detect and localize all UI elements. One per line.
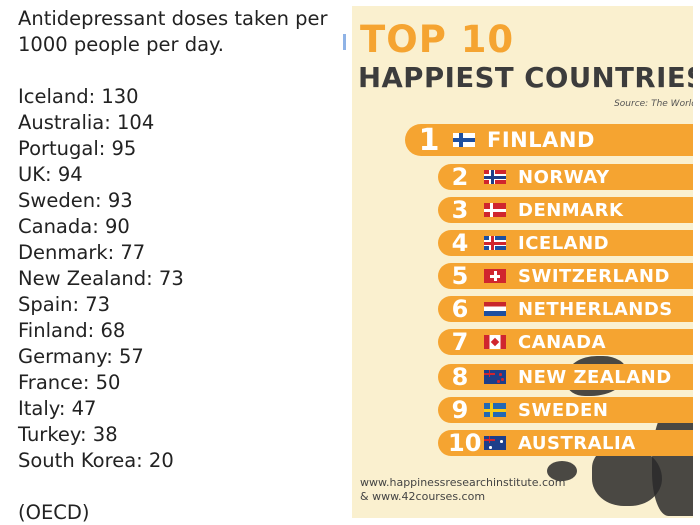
dose-list: Iceland: 130 Australia: 104 Portugal: 95…: [18, 84, 345, 474]
netherlands-flag-icon: [484, 302, 506, 316]
rank-number: 9: [451, 396, 469, 424]
country-name: SWITZERLAND: [518, 265, 670, 287]
dose-row: New Zealand: 73: [18, 267, 184, 290]
dose-row: Germany: 57: [18, 345, 144, 368]
dose-row: Finland: 68: [18, 319, 126, 342]
iceland-flag-icon: [484, 236, 506, 250]
infographic-source: Source: The World: [614, 99, 693, 109]
antidepressant-title: Antidepressant doses taken per 1000 peop…: [18, 6, 345, 58]
country-name: NORWAY: [518, 166, 610, 188]
rank-number: 2: [451, 163, 469, 191]
rank-bar-4: 4 ICELAND: [438, 229, 693, 257]
rank-number: 4: [451, 229, 469, 257]
country-name: NETHERLANDS: [518, 298, 673, 320]
divider-accent: [343, 34, 346, 50]
dose-row: Iceland: 130: [18, 85, 139, 108]
rank-bar-3: 3 DENMARK: [438, 196, 693, 224]
dose-row: Spain: 73: [18, 293, 111, 316]
new-zealand-flag-icon: [484, 370, 506, 384]
rank-number: 1: [418, 122, 440, 158]
canada-flag-icon: [484, 335, 506, 349]
dose-row: Turkey: 38: [18, 423, 118, 446]
country-name: FINLAND: [487, 128, 595, 152]
footer-link-1: www.happinessresearchinstitute.com: [360, 476, 566, 489]
oecd-source: (OECD): [18, 501, 90, 524]
country-name: NEW ZEALAND: [518, 366, 672, 388]
rank-number: 6: [451, 295, 469, 323]
rank-number: 8: [451, 363, 469, 391]
country-name: SWEDEN: [518, 399, 609, 421]
title-line-2: 1000 people per day.: [18, 33, 224, 56]
dose-row: Portugal: 95: [18, 137, 137, 160]
rank-number: 7: [451, 328, 469, 356]
infographic-footer: www.happinessresearchinstitute.com & www…: [360, 476, 565, 504]
norway-flag-icon: [484, 170, 506, 184]
dose-row: Canada: 90: [18, 215, 130, 238]
sweden-flag-icon: [484, 403, 506, 417]
country-name: CANADA: [518, 331, 607, 353]
world-map-shape: [592, 446, 662, 506]
rank-bar-10: 10 AUSTRALIA: [438, 429, 693, 457]
rank-bar-2: 2 NORWAY: [438, 163, 693, 191]
dose-row: Sweden: 93: [18, 189, 133, 212]
rank-bar-9: 9 SWEDEN: [438, 396, 693, 424]
dose-row: France: 50: [18, 371, 121, 394]
world-map-shape: [652, 406, 693, 516]
denmark-flag-icon: [484, 203, 506, 217]
switzerland-flag-icon: [484, 269, 506, 283]
rank-bar-6: 6 NETHERLANDS: [438, 295, 693, 323]
dose-row: Denmark: 77: [18, 241, 146, 264]
dose-row: South Korea: 20: [18, 449, 174, 472]
rank-number: 10: [448, 429, 482, 457]
finland-flag-icon: [453, 133, 475, 147]
title-line-1: Antidepressant doses taken per: [18, 7, 328, 30]
dose-row: UK: 94: [18, 163, 83, 186]
dose-row: Australia: 104: [18, 111, 155, 134]
footer-link-2: & www.42courses.com: [360, 490, 486, 503]
happiest-countries-infographic: TOP 10 HAPPIEST COUNTRIES Source: The Wo…: [352, 6, 693, 518]
heading-main: HAPPIEST COUNTRIES: [358, 62, 693, 94]
dose-row: Italy: 47: [18, 397, 97, 420]
rank-number: 5: [451, 262, 469, 290]
rank-bar-1: 1 FINLAND: [405, 122, 693, 158]
rank-bar-7: 7 CANADA: [438, 328, 693, 356]
rank-number: 3: [451, 196, 469, 224]
country-name: ICELAND: [518, 232, 610, 254]
rank-bar-5: 5 SWITZERLAND: [438, 262, 693, 290]
heading-top: TOP 10: [360, 18, 515, 61]
australia-flag-icon: [484, 436, 506, 450]
country-name: DENMARK: [518, 199, 624, 221]
country-name: AUSTRALIA: [518, 432, 636, 454]
antidepressant-panel: Antidepressant doses taken per 1000 peop…: [0, 0, 345, 525]
world-map-shape: [547, 461, 577, 481]
rank-bar-8: 8 NEW ZEALAND: [438, 363, 693, 391]
